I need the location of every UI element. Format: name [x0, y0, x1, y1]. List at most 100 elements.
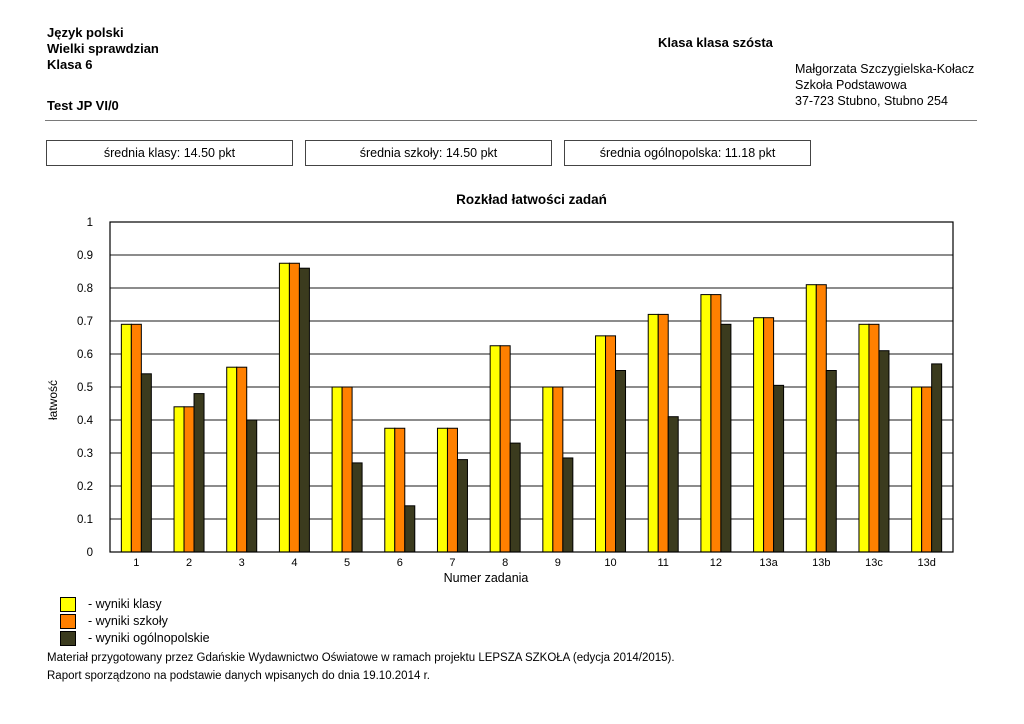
bar: [226, 366, 238, 553]
y-tick-label: 1: [87, 217, 93, 229]
bar: [552, 386, 564, 553]
bar: [394, 427, 406, 553]
footer-line1: Materiał przygotowany przez Gdańskie Wyd…: [47, 652, 675, 664]
bar: [341, 386, 353, 553]
x-tick-label: 11: [658, 557, 669, 569]
grade-title: Klasa 6: [47, 57, 93, 72]
bar: [404, 505, 416, 553]
y-tick-label: 0.7: [77, 316, 93, 328]
bar: [436, 427, 448, 553]
x-tick-label: 1: [133, 557, 139, 569]
y-axis-label: łatwość: [46, 380, 60, 420]
bar: [446, 427, 458, 553]
bar: [700, 294, 712, 553]
bar: [288, 262, 300, 553]
bar: [667, 416, 679, 553]
footer-line2: Raport sporządzono na podstawie danych w…: [47, 669, 430, 682]
bar: [921, 386, 933, 553]
bar: [562, 457, 574, 553]
bar: [140, 373, 152, 553]
y-tick-label: 0.6: [77, 349, 93, 361]
bar: [120, 323, 132, 553]
school-address: 37-723 Stubno, Stubno 254: [795, 94, 948, 108]
bar: [657, 313, 669, 553]
x-tick-label: 2: [186, 557, 192, 569]
bar-chart: 00.10.20.30.40.50.60.70.80.911 2 3 4 5 6 7 8 9 10…: [46, 217, 954, 585]
x-tick-label: 3: [239, 557, 245, 569]
bar: [595, 335, 607, 553]
bar: [931, 363, 943, 553]
bar: [331, 386, 343, 553]
bar: [351, 462, 363, 553]
x-axis-label: Numer zadania: [444, 571, 529, 585]
bar: [130, 323, 142, 553]
x-tick-label: 10: [604, 557, 616, 569]
y-tick-label: 0: [87, 547, 93, 559]
x-tick-label: 12: [710, 557, 722, 569]
school-name: Szkoła Podstawowa: [795, 78, 907, 92]
y-tick-label: 0.2: [77, 481, 93, 493]
bar: [615, 370, 627, 553]
legend-label: - wyniki szkoły: [88, 614, 168, 628]
teacher-name: Małgorzata Szczygielska-Kołacz: [795, 62, 975, 76]
y-tick-label: 0.3: [77, 448, 93, 460]
y-tick-label: 0.9: [77, 250, 93, 262]
bar: [236, 366, 248, 553]
x-tick-label: 6: [397, 557, 403, 569]
bar: [763, 317, 775, 553]
x-tick-label: 9: [555, 557, 561, 569]
test-label: Test JP VI/0: [47, 98, 119, 113]
report-header-right: Małgorzata Szczygielska-Kołacz Szkoła Po…: [795, 61, 974, 109]
bar: [868, 323, 880, 553]
report-footer: Materiał przygotowany przez Gdańskie Wyd…: [47, 650, 675, 685]
legend-swatch-icon: [60, 597, 76, 612]
legend-swatch-icon: [60, 631, 76, 646]
bar: [647, 313, 659, 553]
bar: [542, 386, 554, 553]
legend-label: - wyniki klasy: [88, 597, 162, 611]
bar: [278, 262, 290, 553]
subject-title: Język polski: [47, 25, 124, 40]
bar: [384, 427, 396, 553]
legend-label: - wyniki ogólnopolskie: [88, 631, 210, 645]
bar: [825, 370, 837, 553]
y-tick-label: 0.5: [77, 382, 93, 394]
y-tick-label: 0.4: [77, 415, 94, 427]
header-divider: [45, 120, 977, 121]
bar: [753, 317, 765, 553]
x-tick-label: 13a: [759, 557, 778, 569]
bar: [193, 393, 205, 553]
bar: [298, 267, 310, 553]
report-header-left: Język polski Wielki sprawdzian Klasa 6: [47, 25, 159, 73]
summary-boxes: średnia klasy: 14.50 pkt średnia szkoły: …: [46, 140, 811, 166]
x-tick-label: 5: [344, 557, 350, 569]
bar: [805, 284, 817, 553]
legend-item: - wyniki szkoły: [60, 613, 210, 630]
bar: [489, 345, 501, 553]
x-tick-label: 13b: [812, 557, 830, 569]
x-tick-label: 13c: [865, 557, 883, 569]
bar: [605, 335, 617, 553]
x-tick-label: 4: [291, 557, 297, 569]
exam-title: Wielki sprawdzian: [47, 41, 159, 56]
bar: [183, 406, 195, 553]
plot-border: [109, 221, 954, 553]
bar: [456, 459, 468, 553]
x-tick-label: 8: [502, 557, 508, 569]
legend-item: - wyniki klasy: [60, 596, 210, 613]
bar: [773, 384, 785, 553]
x-tick-label: 13d: [917, 557, 935, 569]
bar: [246, 419, 258, 553]
summary-box: średnia klasy: 14.50 pkt: [46, 140, 293, 166]
summary-box: średnia ogólnopolska: 11.18 pkt: [564, 140, 811, 166]
chart-legend: - wyniki klasy - wyniki szkoły - wyniki og…: [60, 596, 210, 647]
chart-title: Rozkład łatwości zadań: [456, 192, 607, 207]
y-tick-label: 0.8: [77, 283, 93, 295]
bar: [710, 294, 722, 553]
bar: [815, 284, 827, 553]
legend-swatch-icon: [60, 614, 76, 629]
bar: [720, 323, 732, 553]
bar: [173, 406, 185, 553]
bar: [911, 386, 923, 553]
